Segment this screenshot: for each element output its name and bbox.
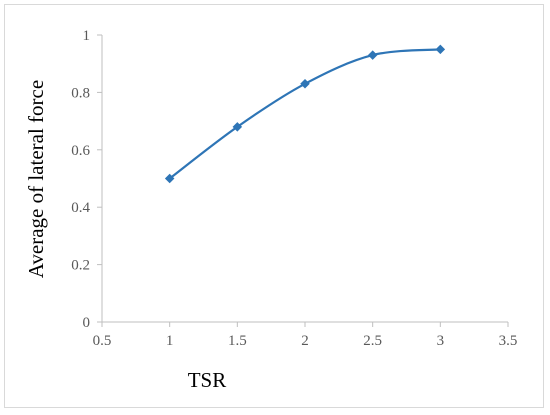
x-tick-label: 2.5 <box>363 333 382 349</box>
x-tick-label: 3 <box>437 333 445 349</box>
series-line <box>168 48 441 180</box>
x-tick-label: 0.5 <box>93 333 112 349</box>
x-tick-label: 2 <box>301 333 309 349</box>
x-axis-title: TSR <box>188 368 227 392</box>
tick-labels: 0.5 1 1.5 2 2.5 3 3.5 0 0.2 0.4 0.6 0.8 1 <box>71 28 517 349</box>
x-tick-label: 1.5 <box>228 333 247 349</box>
line-chart: 0.5 1 1.5 2 2.5 3 3.5 0 0.2 0.4 0.6 0.8 1 TSR Averag… <box>24 28 517 392</box>
chart-frame: 0.5 1 1.5 2 2.5 3 3.5 0 0.2 0.4 0.6 0.8 1 TSR Averag… <box>4 4 544 408</box>
y-axis-title: Average of lateral force <box>24 80 48 278</box>
x-tick-label: 3.5 <box>499 333 518 349</box>
y-tick-label: 0.2 <box>71 258 90 274</box>
data-point-marker <box>164 173 175 184</box>
y-tick-label: 0.8 <box>71 85 90 101</box>
y-tick-label: 1 <box>83 28 91 44</box>
data-point-marker <box>367 50 378 60</box>
y-tick-label: 0.4 <box>71 200 90 216</box>
y-tick-label: 0.6 <box>71 143 90 159</box>
x-tick-label: 1 <box>166 333 174 349</box>
axes <box>97 34 509 327</box>
series-layer <box>164 44 446 184</box>
data-point-marker <box>300 79 310 89</box>
y-tick-label: 0 <box>83 315 91 331</box>
data-point-marker <box>232 122 243 132</box>
data-point-marker <box>435 44 446 55</box>
